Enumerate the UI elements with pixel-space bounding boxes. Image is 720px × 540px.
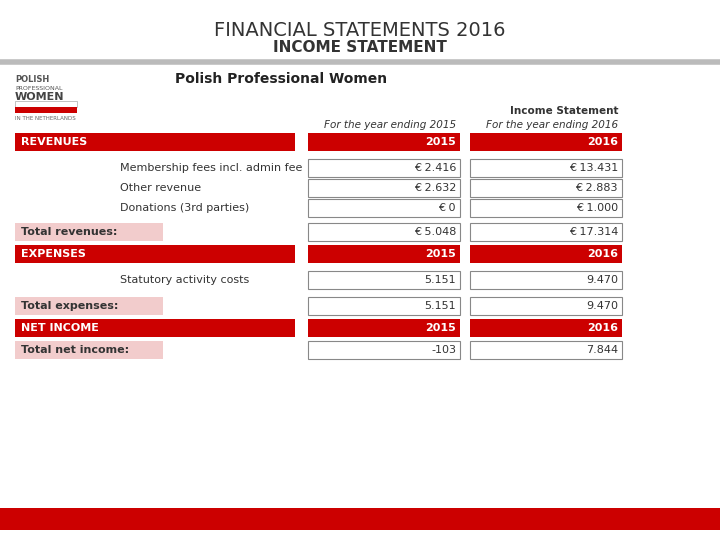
Text: 2016: 2016 — [587, 323, 618, 333]
Text: Other revenue: Other revenue — [120, 183, 201, 193]
Text: WOMEN: WOMEN — [15, 92, 65, 102]
Text: For the year ending 2015: For the year ending 2015 — [324, 120, 456, 130]
Bar — [15, 101, 77, 107]
Bar — [470, 319, 622, 337]
Text: PROFESSIONAL: PROFESSIONAL — [15, 85, 63, 91]
Text: EXPENSES: EXPENSES — [21, 249, 86, 259]
Bar — [470, 223, 622, 241]
Text: Polish Professional Women: Polish Professional Women — [175, 72, 387, 86]
Bar — [0, 62, 720, 530]
Text: Total expenses:: Total expenses: — [21, 301, 118, 311]
Text: Total net income:: Total net income: — [21, 345, 129, 355]
Bar — [15, 107, 77, 113]
Text: Donations (3rd parties): Donations (3rd parties) — [120, 203, 249, 213]
Text: 7.844: 7.844 — [586, 345, 618, 355]
Bar — [15, 319, 295, 337]
Bar — [308, 199, 460, 217]
Text: Income Statement: Income Statement — [510, 106, 618, 116]
Bar — [308, 319, 460, 337]
Bar — [15, 223, 163, 241]
Text: 5.151: 5.151 — [424, 301, 456, 311]
Text: INCOME STATEMENT: INCOME STATEMENT — [273, 39, 447, 55]
Text: € 5.048: € 5.048 — [413, 227, 456, 237]
Bar — [308, 341, 460, 359]
Text: Statutory activity costs: Statutory activity costs — [120, 275, 249, 285]
Text: 2015: 2015 — [426, 137, 456, 147]
Text: 2016: 2016 — [587, 137, 618, 147]
Text: 9.470: 9.470 — [586, 301, 618, 311]
Bar — [15, 133, 295, 151]
Bar — [308, 297, 460, 315]
Text: REVENUES: REVENUES — [21, 137, 87, 147]
Bar — [470, 271, 622, 289]
Text: 2015: 2015 — [426, 323, 456, 333]
Text: 2016: 2016 — [587, 249, 618, 259]
Text: € 2.416: € 2.416 — [413, 163, 456, 173]
Text: For the year ending 2016: For the year ending 2016 — [486, 120, 618, 130]
Bar — [15, 297, 163, 315]
Text: IN THE NETHERLANDS: IN THE NETHERLANDS — [15, 117, 76, 122]
Bar — [308, 271, 460, 289]
Text: € 2.883: € 2.883 — [575, 183, 618, 193]
Bar — [470, 341, 622, 359]
Text: € 13.431: € 13.431 — [569, 163, 618, 173]
Text: € 2.632: € 2.632 — [413, 183, 456, 193]
Text: 9.470: 9.470 — [586, 275, 618, 285]
Bar — [308, 159, 460, 177]
Text: € 0: € 0 — [438, 203, 456, 213]
Bar — [0, 508, 720, 530]
Text: Total revenues:: Total revenues: — [21, 227, 117, 237]
Text: -103: -103 — [431, 345, 456, 355]
Bar — [470, 297, 622, 315]
Text: € 17.314: € 17.314 — [569, 227, 618, 237]
Text: Membership fees incl. admin fee: Membership fees incl. admin fee — [120, 163, 302, 173]
Bar — [470, 159, 622, 177]
Text: € 1.000: € 1.000 — [576, 203, 618, 213]
Bar — [470, 179, 622, 197]
Text: FINANCIAL STATEMENTS 2016: FINANCIAL STATEMENTS 2016 — [215, 21, 505, 39]
Bar — [308, 179, 460, 197]
Text: POLISH: POLISH — [15, 75, 49, 84]
Bar — [308, 245, 460, 263]
Bar — [470, 245, 622, 263]
Bar — [470, 199, 622, 217]
Bar — [15, 245, 295, 263]
Text: 2015: 2015 — [426, 249, 456, 259]
Bar — [15, 341, 163, 359]
Bar — [308, 223, 460, 241]
Text: 5.151: 5.151 — [424, 275, 456, 285]
Text: NET INCOME: NET INCOME — [21, 323, 99, 333]
Bar — [308, 133, 460, 151]
Bar — [470, 133, 622, 151]
